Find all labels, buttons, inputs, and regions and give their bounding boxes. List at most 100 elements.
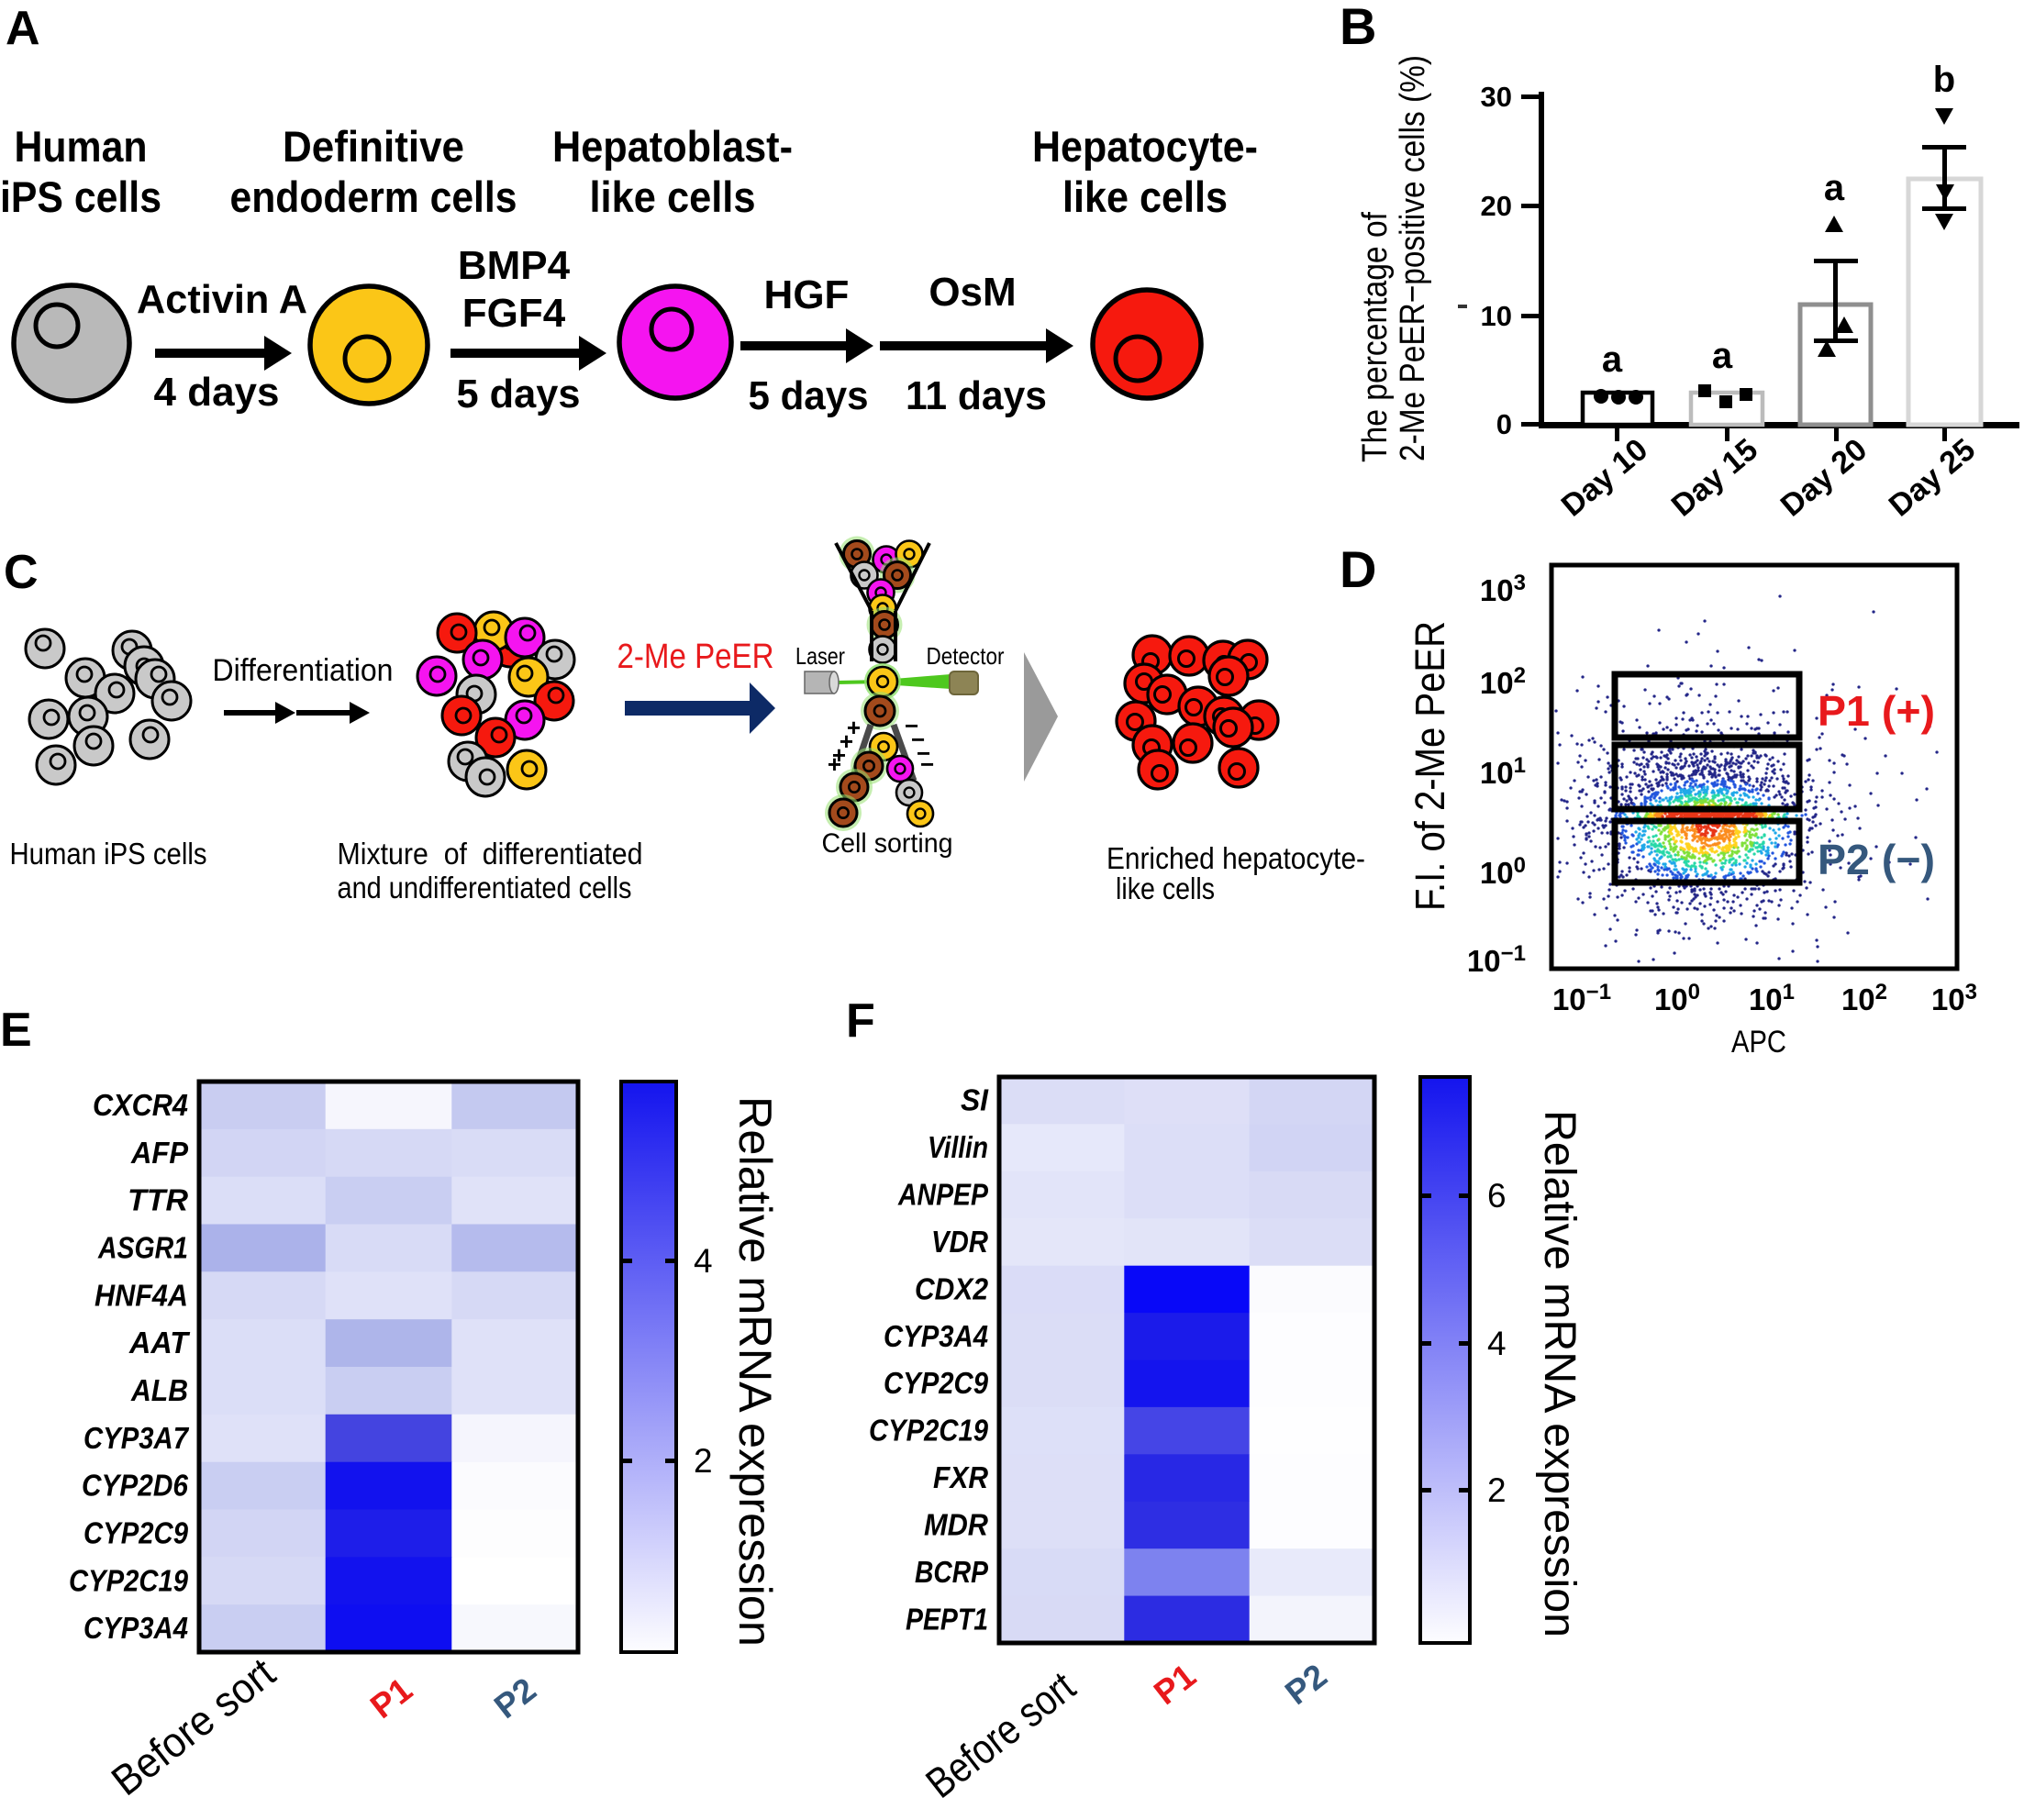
svg-text:Human: Human (15, 122, 148, 171)
svg-text:BCRP: BCRP (915, 1555, 989, 1589)
svg-text:VDR: VDR (931, 1225, 988, 1259)
svg-text:D: D (1340, 540, 1376, 598)
svg-text:CYP3A7: CYP3A7 (83, 1421, 189, 1455)
svg-text:Hepatoblast-: Hepatoblast- (552, 122, 793, 171)
svg-text:Day 20: Day 20 (1774, 432, 1874, 524)
svg-text:2: 2 (694, 1442, 713, 1480)
svg-text:Before sort: Before sort (103, 1648, 284, 1804)
svg-text:a: a (1602, 339, 1623, 380)
svg-text:P2 (−): P2 (−) (1818, 836, 1935, 883)
svg-text:Differentiation: Differentiation (213, 653, 394, 688)
svg-text:CYP3A4: CYP3A4 (884, 1319, 988, 1353)
svg-text:P1 (+): P1 (+) (1818, 687, 1935, 735)
svg-text:6: 6 (1487, 1177, 1507, 1215)
svg-text:CYP2C19: CYP2C19 (869, 1414, 989, 1448)
svg-text:11 days: 11 days (906, 373, 1047, 418)
svg-text:Relative mRNA expression: Relative mRNA expression (729, 1096, 781, 1647)
svg-text:Cell sorting: Cell sorting (822, 828, 953, 859)
svg-text:like cells: like cells (1062, 172, 1228, 221)
svg-text:101: 101 (1480, 753, 1526, 790)
svg-text:MDR: MDR (924, 1507, 988, 1541)
svg-text:B: B (1340, 0, 1376, 55)
svg-text:20: 20 (1481, 190, 1512, 222)
svg-text:CYP2D6: CYP2D6 (82, 1469, 189, 1503)
svg-text:F: F (846, 994, 875, 1048)
svg-text:−: − (920, 750, 934, 778)
svg-text:Laser: Laser (795, 642, 845, 670)
svg-text:Villin: Villin (928, 1130, 988, 1164)
svg-text:2-Me PeER−positive cells (%): 2-Me PeER−positive cells (%) (1394, 55, 1432, 461)
svg-text:ALB: ALB (130, 1373, 188, 1407)
svg-text:10: 10 (1481, 300, 1512, 332)
svg-text:Day 15: Day 15 (1665, 432, 1764, 524)
svg-text:2: 2 (1487, 1471, 1507, 1509)
svg-text:TTR: TTR (128, 1183, 188, 1217)
svg-text:10−1: 10−1 (1467, 941, 1526, 978)
svg-text:+: + (840, 727, 853, 755)
svg-text:a: a (1712, 336, 1733, 376)
svg-text:CYP3A4: CYP3A4 (83, 1611, 188, 1645)
svg-text:−: − (905, 712, 918, 739)
svg-text:OsM: OsM (929, 270, 1016, 315)
svg-text:The percentage of: The percentage of (1356, 212, 1395, 462)
svg-text:P2: P2 (1278, 1657, 1334, 1712)
svg-text:CXCR4: CXCR4 (93, 1088, 188, 1122)
svg-text:Enriched hepatocyte-: Enriched hepatocyte- (1107, 841, 1365, 875)
svg-text:100: 100 (1480, 853, 1526, 890)
svg-text:101: 101 (1749, 980, 1795, 1016)
svg-text:Definitive: Definitive (283, 122, 464, 171)
svg-text:P2: P2 (487, 1670, 543, 1726)
svg-text:Detector: Detector (927, 642, 1005, 670)
svg-text:103: 103 (1480, 571, 1526, 607)
svg-text:ASGR1: ASGR1 (97, 1230, 188, 1264)
svg-text:102: 102 (1480, 663, 1526, 700)
svg-text:5 days: 5 days (749, 373, 869, 418)
svg-text:like cells: like cells (590, 172, 756, 221)
svg-text:Hepatocyte-: Hepatocyte- (1032, 122, 1258, 171)
svg-text:+: + (832, 741, 846, 769)
svg-text:Activin A: Activin A (137, 277, 307, 322)
svg-text:PEPT1: PEPT1 (906, 1602, 988, 1636)
svg-text:a: a (1824, 168, 1845, 208)
svg-text:−: − (917, 739, 930, 767)
svg-text:CYP2C9: CYP2C9 (83, 1515, 189, 1549)
svg-text:CYP2C9: CYP2C9 (884, 1366, 989, 1400)
svg-text:AFP: AFP (130, 1136, 189, 1170)
svg-text:+: + (828, 750, 841, 778)
svg-text:E: E (0, 1004, 32, 1057)
svg-text:CDX2: CDX2 (915, 1271, 989, 1305)
svg-text:F.I. of 2-Me PeER: F.I. of 2-Me PeER (1407, 621, 1453, 911)
svg-text:P1: P1 (363, 1670, 419, 1726)
svg-text:ANPEP: ANPEP (897, 1178, 989, 1212)
svg-text:4: 4 (1487, 1325, 1507, 1362)
svg-text:P1: P1 (1147, 1657, 1203, 1712)
svg-text:HGF: HGF (764, 272, 850, 317)
svg-text:A: A (6, 2, 40, 55)
svg-text:0: 0 (1496, 408, 1512, 440)
svg-text:Before sort: Before sort (917, 1662, 1084, 1807)
svg-text:Mixture of differentiated: Mixture of differentiated (338, 837, 643, 871)
svg-text:endoderm cells: endoderm cells (230, 172, 517, 221)
svg-text:+: + (847, 714, 861, 741)
svg-text:C: C (4, 546, 39, 599)
svg-text:HNF4A: HNF4A (95, 1278, 188, 1312)
svg-text:5 days: 5 days (457, 372, 581, 416)
svg-text:BMP4: BMP4 (458, 243, 571, 288)
svg-text:−: − (911, 726, 925, 753)
svg-text:2-Me PeER: 2-Me PeER (617, 638, 774, 676)
svg-text:and undifferentiated cells: and undifferentiated cells (338, 871, 632, 904)
svg-text:Human iPS cells: Human iPS cells (10, 837, 207, 871)
svg-text:4: 4 (694, 1242, 713, 1280)
svg-text:like cells: like cells (1116, 871, 1215, 905)
svg-text:SI: SI (961, 1083, 989, 1117)
svg-text:CYP2C19: CYP2C19 (69, 1563, 189, 1597)
svg-text:FXR: FXR (933, 1460, 988, 1494)
svg-text:AAT: AAT (128, 1326, 191, 1359)
svg-text:30: 30 (1481, 81, 1512, 113)
svg-text:Day 25: Day 25 (1883, 432, 1982, 524)
svg-text:Day 10: Day 10 (1555, 432, 1654, 524)
svg-text:APC: APC (1731, 1025, 1786, 1060)
svg-text:b: b (1933, 60, 1955, 100)
svg-text:Relative mRNA expression: Relative mRNA expression (1535, 1110, 1584, 1637)
svg-text:FGF4: FGF4 (462, 291, 566, 336)
